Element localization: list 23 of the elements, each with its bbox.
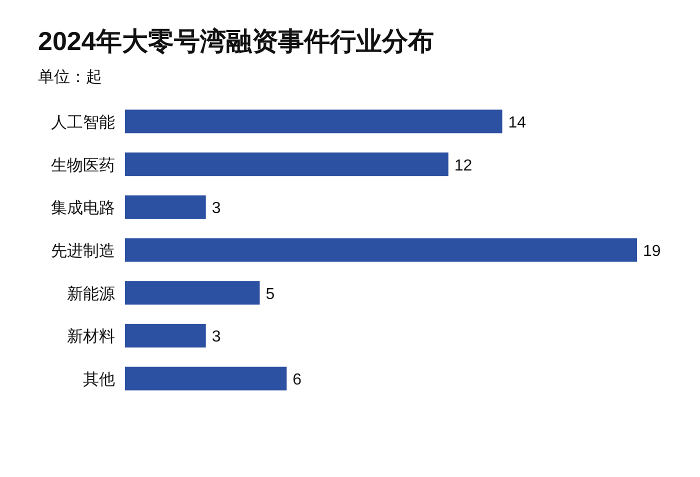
data-label: 19 bbox=[643, 243, 661, 260]
y-tick-label: 生物医药 bbox=[51, 156, 115, 174]
y-tick-label: 先进制造 bbox=[51, 242, 115, 260]
data-label: 5 bbox=[266, 286, 275, 303]
y-tick-label: 新材料 bbox=[67, 328, 115, 346]
y-tick-label: 新能源 bbox=[67, 284, 115, 303]
data-label: 3 bbox=[212, 200, 221, 218]
bar bbox=[125, 281, 260, 305]
bar bbox=[125, 238, 637, 262]
data-label: 12 bbox=[454, 157, 472, 174]
data-label: 3 bbox=[212, 328, 221, 346]
y-tick-label: 其他 bbox=[83, 370, 115, 389]
y-tick-label: 集成电路 bbox=[51, 199, 115, 218]
bar bbox=[125, 195, 206, 219]
bar bbox=[125, 366, 287, 390]
bar bbox=[125, 110, 502, 134]
chart-title: 2024年大零号湾融资事件行业分布 bbox=[38, 26, 434, 56]
bar bbox=[125, 152, 448, 176]
bar bbox=[125, 324, 206, 348]
y-tick-label: 人工智能 bbox=[51, 113, 115, 132]
data-label: 6 bbox=[292, 372, 302, 389]
chart-subtitle: 单位：起 bbox=[38, 68, 102, 86]
data-label: 14 bbox=[508, 114, 526, 132]
